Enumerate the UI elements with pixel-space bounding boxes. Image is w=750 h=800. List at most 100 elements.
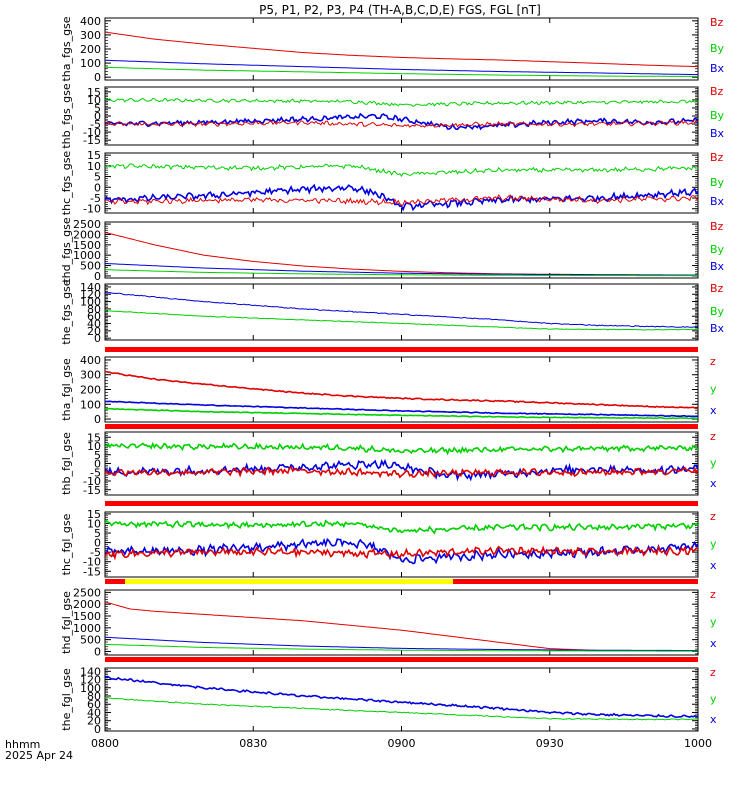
y-tick-label: 1500: [73, 610, 101, 623]
legend-label: Bz: [710, 85, 724, 98]
y-axis-label: tha_fgl_gse: [60, 358, 73, 421]
y-axis-label: tha_fgs_gse: [60, 16, 73, 81]
legend-label: By: [710, 42, 725, 55]
y-tick-label: -15: [83, 565, 101, 578]
series-line-z: [105, 465, 698, 479]
series-line-z: [105, 370, 698, 410]
state-bar-red: [105, 657, 698, 662]
state-bar-red: [105, 424, 698, 429]
y-tick-label: -5: [90, 192, 101, 205]
y-tick-label: 15: [87, 86, 101, 99]
legend-label: Bz: [710, 16, 724, 29]
y-tick-label: -10: [83, 126, 101, 139]
series-line-Bx: [105, 263, 698, 276]
y-tick-label: 100: [80, 57, 101, 70]
y-tick-label: 300: [80, 369, 101, 382]
y-tick-label: 500: [80, 260, 101, 273]
series-line-y: [105, 441, 698, 456]
legend-label: Bx: [710, 127, 725, 140]
y-tick-label: 1500: [73, 239, 101, 252]
y-tick-label: 20: [87, 325, 101, 338]
legend-label: y: [710, 538, 717, 551]
y-tick-label: 0: [94, 458, 101, 471]
legend-label: Bx: [710, 62, 725, 75]
y-tick-label: 500: [80, 634, 101, 647]
legend-label: x: [710, 637, 717, 650]
y-tick-label: 140: [80, 665, 101, 678]
x-axis: hhmm 2025 Apr 24 0800 0830 0900 0930 1000: [5, 737, 712, 762]
y-axis-label: thd_fgs_gse: [60, 217, 73, 283]
y-tick-label: 100: [80, 682, 101, 695]
y-tick-label: 60: [87, 698, 101, 711]
y-tick-label: 0: [94, 110, 101, 123]
y-tick-label: -10: [83, 556, 101, 569]
y-tick-label: 5: [94, 449, 101, 462]
y-tick-label: -10: [83, 203, 101, 216]
y-tick-label: -5: [90, 546, 101, 559]
y-tick-label: 40: [87, 318, 101, 331]
legend-label: By: [710, 176, 725, 189]
y-tick-label: -10: [83, 475, 101, 488]
x-tick-label: 0930: [536, 737, 564, 750]
panel-frame: [104, 431, 699, 496]
panel-frame: [104, 86, 699, 146]
y-tick-label: 5: [94, 527, 101, 540]
y-tick-label: 0: [94, 723, 101, 736]
series-line-x: [105, 675, 698, 719]
y-tick-label: 2500: [73, 218, 101, 231]
y-tick-label: 10: [87, 94, 101, 107]
series-line-Bx: [105, 59, 698, 76]
legend-label: z: [710, 355, 716, 368]
y-tick-label: -15: [83, 484, 101, 497]
series-line-y: [105, 407, 698, 420]
panel-frame: [104, 283, 699, 341]
panel-frame: [104, 667, 699, 732]
y-tick-label: -15: [83, 134, 101, 147]
series-line-By: [105, 97, 698, 107]
y-tick-label: -5: [90, 466, 101, 479]
y-tick-label: 0: [94, 332, 101, 345]
y-tick-label: 1000: [73, 249, 101, 262]
x-tick-label: 0800: [91, 737, 119, 750]
series-line-z: [105, 601, 698, 652]
y-axis-label: thb_fgl_gse: [60, 432, 73, 495]
legend-label: y: [710, 457, 717, 470]
legend-label: Bx: [710, 322, 725, 335]
panel-frame: [104, 152, 699, 214]
series-line-By: [105, 163, 698, 178]
series-line-By: [105, 66, 698, 77]
series-line-Bx: [105, 183, 698, 212]
legend-label: y: [710, 693, 717, 706]
y-axis-label: the_fgl_gse: [60, 668, 73, 731]
y-tick-label: 2000: [73, 598, 101, 611]
y-tick-label: 100: [80, 398, 101, 411]
y-tick-label: 120: [80, 288, 101, 301]
legend-label: By: [710, 243, 725, 256]
y-axis-label: thc_fgl_gse: [60, 513, 73, 575]
state-bar-red: [105, 347, 698, 352]
series-line-y: [105, 697, 698, 721]
y-tick-label: 80: [87, 303, 101, 316]
series-line-Bz: [105, 194, 698, 206]
y-tick-label: 5: [94, 102, 101, 115]
series-line-x: [105, 537, 698, 565]
legend-label: y: [710, 383, 717, 396]
y-tick-label: 0: [94, 537, 101, 550]
y-tick-label: 5: [94, 171, 101, 184]
y-tick-label: 15: [87, 149, 101, 162]
y-tick-label: -5: [90, 118, 101, 131]
panel-frame: [104, 221, 699, 279]
y-axis-label: thb_fgs_gse: [60, 83, 73, 149]
y-tick-label: 0: [94, 181, 101, 194]
y-tick-label: 200: [80, 384, 101, 397]
y-tick-label: 20: [87, 715, 101, 728]
series-line-By: [105, 310, 698, 331]
